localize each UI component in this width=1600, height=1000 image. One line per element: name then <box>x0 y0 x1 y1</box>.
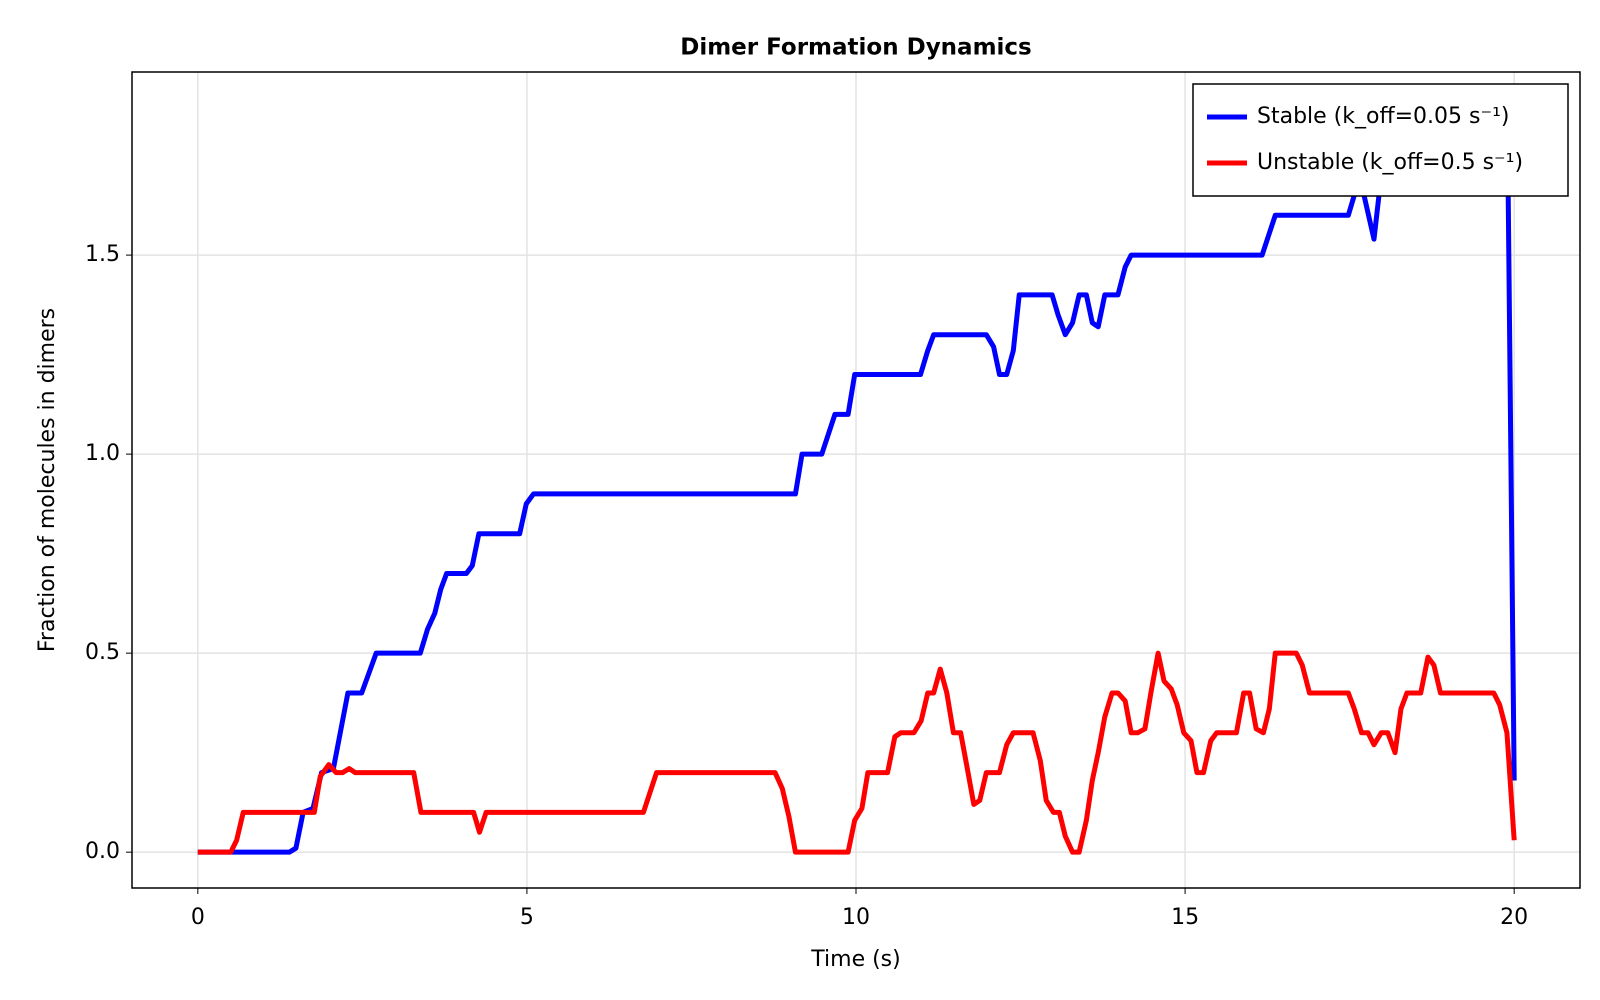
x-tick-label: 5 <box>520 905 534 930</box>
legend-label: Unstable (k_off=0.5 s⁻¹) <box>1257 150 1523 175</box>
x-axis-label: Time (s) <box>810 947 900 972</box>
x-tick-label: 10 <box>842 905 870 930</box>
series-group <box>197 650 1517 855</box>
x-tick-label: 0 <box>191 905 205 930</box>
legend-label: Stable (k_off=0.05 s⁻¹) <box>1257 104 1510 129</box>
y-tick-label: 0.0 <box>85 839 120 864</box>
y-tick-label: 1.0 <box>85 441 120 466</box>
series-line <box>197 105 1517 855</box>
series-line <box>197 650 1517 855</box>
y-tick-label: 1.5 <box>85 242 120 267</box>
plot-frame <box>131 71 1581 889</box>
x-tick-label: 15 <box>1171 905 1199 930</box>
y-tick-label: 0.5 <box>85 640 120 665</box>
x-tick-label: 20 <box>1500 905 1528 930</box>
chart-title: Dimer Formation Dynamics <box>680 35 1032 61</box>
y-axis-label: Fraction of molecules in dimers <box>35 308 60 652</box>
series-group <box>197 105 1517 855</box>
legend-box <box>1192 83 1569 197</box>
